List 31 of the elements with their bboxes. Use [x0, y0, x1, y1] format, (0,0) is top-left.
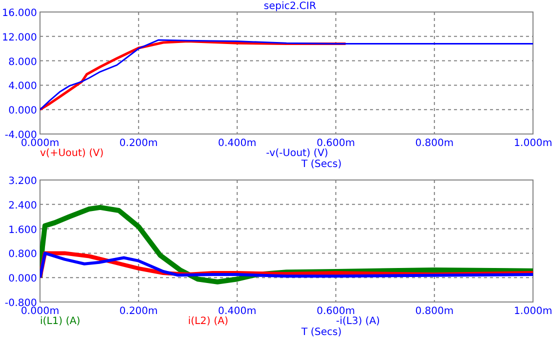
text: -i(L3) (A) — [336, 316, 380, 327]
y-tick-label: 2.400 — [8, 200, 37, 212]
y-tick-label: 0.000 — [8, 274, 37, 285]
x-tick-label: 0.600m — [316, 306, 355, 317]
x-axis-title: T (Secs) — [300, 327, 342, 338]
x-axis-title: T (Secs) — [300, 159, 342, 170]
x-tick-label: 0.800m — [415, 306, 454, 317]
text: i(L2) (A) — [188, 316, 228, 327]
text: i(L1) (A) — [40, 316, 80, 327]
y-tick-label: 1.600 — [8, 224, 37, 236]
x-tick-label: 0.600m — [316, 138, 355, 149]
x-tick-label: 0.000m — [20, 138, 60, 149]
y-tick-label: 8.000 — [8, 56, 37, 68]
x-tick-label: 1.000m — [514, 138, 552, 149]
y-tick-label: 3.200 — [8, 176, 37, 187]
chart-title: sepic2.CIR — [264, 1, 316, 12]
line-series — [40, 39, 533, 110]
x-tick-label: 0.200m — [119, 138, 158, 149]
x-tick-label: 0.200m — [119, 306, 158, 317]
text: -v(-Uout) (V) — [266, 148, 328, 159]
text: v(+Uout) (V) — [40, 148, 104, 159]
x-tick-label: 0.800m — [415, 138, 454, 149]
x-tick-label: 0.000m — [20, 306, 60, 317]
y-tick-label: 4.000 — [8, 81, 37, 92]
y-tick-label: 0.000 — [8, 106, 37, 117]
x-tick-label: 0.400m — [218, 138, 256, 149]
y-tick-label: 16.000 — [2, 8, 37, 19]
x-tick-label: 0.400m — [218, 306, 256, 317]
x-tick-label: 1.000m — [514, 306, 552, 317]
y-tick-label: 12.000 — [2, 32, 37, 44]
y-tick-label: 0.800 — [8, 249, 37, 260]
